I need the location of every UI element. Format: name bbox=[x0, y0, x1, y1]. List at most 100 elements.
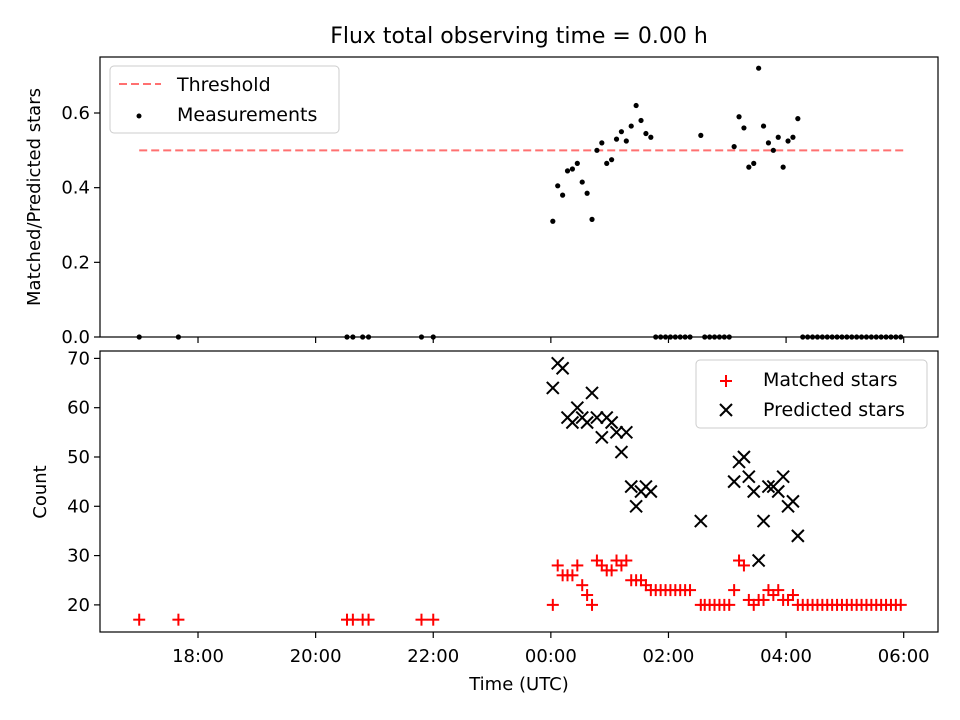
matched-star-point bbox=[551, 559, 564, 572]
measurement-point bbox=[550, 218, 556, 224]
measurements-legend-label: Measurements bbox=[177, 104, 317, 126]
x-tick-label: 04:00 bbox=[760, 646, 812, 667]
predicted-star-point bbox=[570, 400, 585, 415]
measurement-point bbox=[785, 138, 791, 144]
measurement-point bbox=[643, 130, 649, 137]
measurement-point bbox=[579, 179, 585, 185]
matched-stars-series bbox=[133, 554, 907, 626]
predicted-star-point bbox=[555, 361, 570, 375]
predicted-star-point bbox=[624, 479, 638, 494]
predicted-legend-swatch bbox=[719, 403, 733, 417]
top-x-ticks bbox=[197, 337, 905, 343]
bottom-y-tick-label: 40 bbox=[67, 496, 90, 517]
predicted-star-point bbox=[604, 415, 619, 430]
top-y-ticks: 0.0 0.2 0.4 0.6 bbox=[61, 103, 100, 348]
x-tick-label: 00:00 bbox=[525, 646, 577, 667]
matched-star-point bbox=[566, 569, 579, 582]
predicted-star-point bbox=[580, 415, 594, 430]
matched-star-point bbox=[576, 579, 589, 592]
predicted-star-point bbox=[776, 470, 790, 484]
predicted-star-point bbox=[595, 430, 609, 444]
bottom-y-tick-label: 50 bbox=[67, 447, 90, 468]
matched-legend-swatch bbox=[720, 375, 732, 387]
bottom-y-tick-label: 20 bbox=[67, 595, 90, 616]
measurement-point bbox=[648, 134, 654, 140]
measurement-point bbox=[604, 160, 610, 166]
measurement-point bbox=[623, 138, 629, 144]
matched-star-point bbox=[172, 613, 185, 626]
measurement-point bbox=[770, 147, 776, 153]
x-tick-label: 22:00 bbox=[407, 646, 459, 667]
top-y-tick-label: 0.0 bbox=[61, 327, 90, 348]
top-y-tick-label: 0.2 bbox=[61, 252, 90, 273]
measurement-point bbox=[775, 134, 781, 140]
predicted-star-point bbox=[751, 553, 766, 568]
measurement-point bbox=[746, 164, 752, 170]
matched-star-point bbox=[546, 598, 559, 611]
measurement-point bbox=[609, 157, 615, 163]
measurement-point bbox=[618, 129, 625, 135]
measurement-point bbox=[736, 114, 742, 120]
measurement-point bbox=[698, 132, 704, 138]
predicted-star-point bbox=[565, 415, 580, 430]
x-tick-label: 06:00 bbox=[878, 646, 930, 667]
predicted-star-point bbox=[590, 410, 604, 425]
matched-star-point bbox=[586, 598, 599, 611]
predicted-star-point bbox=[727, 474, 741, 489]
matched-star-point bbox=[757, 593, 770, 606]
matched-star-point bbox=[415, 613, 428, 626]
measurement-point bbox=[589, 216, 595, 222]
matched-star-point bbox=[723, 598, 736, 611]
top-panel: 0.0 0.2 0.4 0.6 Matched/Predicted stars Thr… bbox=[24, 56, 939, 348]
predicted-stars-series bbox=[546, 356, 805, 568]
matched-star-point bbox=[571, 559, 584, 572]
top-y-tick-label: 0.4 bbox=[61, 178, 90, 199]
measurement-point bbox=[638, 117, 644, 124]
x-axis-label: Time (UTC) bbox=[468, 674, 569, 695]
predicted-star-point bbox=[771, 484, 785, 499]
x-tick-label: 20:00 bbox=[290, 646, 342, 667]
measurement-point bbox=[560, 192, 566, 198]
matched-star-point bbox=[362, 613, 375, 626]
bottom-panel: 20 30 40 50 60 70 18:00 20:00 22:00 00:00 02:00 04… bbox=[30, 348, 939, 695]
matched-star-point bbox=[894, 598, 907, 611]
predicted-star-point bbox=[742, 470, 756, 484]
measurement-point bbox=[795, 116, 801, 122]
measurement-point bbox=[569, 166, 576, 172]
chart-title: Flux total observing time = 0.00 h bbox=[330, 24, 708, 49]
measurement-point bbox=[628, 123, 634, 129]
matched-star-point bbox=[786, 589, 799, 602]
bottom-y-tick-label: 70 bbox=[67, 348, 90, 369]
matched-star-point bbox=[581, 589, 594, 602]
predicted-star-point bbox=[585, 386, 599, 400]
top-legend-box bbox=[109, 65, 340, 134]
matched-star-point bbox=[737, 559, 750, 572]
top-y-tick-label: 0.6 bbox=[61, 103, 90, 124]
matched-star-point bbox=[620, 554, 633, 567]
bottom-y-tick-label: 60 bbox=[67, 398, 90, 419]
measurement-point bbox=[756, 65, 762, 71]
bottom-y-ticks: 20 30 40 50 60 70 bbox=[67, 348, 100, 616]
predicted-star-point bbox=[786, 494, 800, 509]
measurement-point bbox=[780, 164, 786, 170]
predicted-star-point bbox=[737, 450, 751, 464]
bottom-legend: Matched stars Predicted stars bbox=[695, 359, 928, 429]
measurement-point bbox=[555, 183, 561, 189]
matched-star-point bbox=[772, 584, 785, 597]
matched-legend-label: Matched stars bbox=[763, 369, 897, 391]
top-axes-frame bbox=[99, 56, 939, 338]
predicted-star-point bbox=[791, 529, 805, 543]
bottom-axes-frame bbox=[99, 350, 939, 633]
measurement-point bbox=[564, 168, 571, 174]
predicted-star-point bbox=[614, 445, 629, 459]
measurement-point bbox=[584, 190, 590, 196]
matched-star-point bbox=[133, 613, 146, 626]
matched-star-point bbox=[427, 613, 440, 626]
top-legend: Threshold Measurements bbox=[109, 65, 340, 134]
bottom-y-axis-label: Count bbox=[30, 465, 51, 518]
measurement-point bbox=[790, 134, 796, 140]
matched-star-point bbox=[605, 564, 618, 577]
measurements-legend-swatch bbox=[136, 113, 142, 119]
measurement-point bbox=[741, 125, 747, 131]
